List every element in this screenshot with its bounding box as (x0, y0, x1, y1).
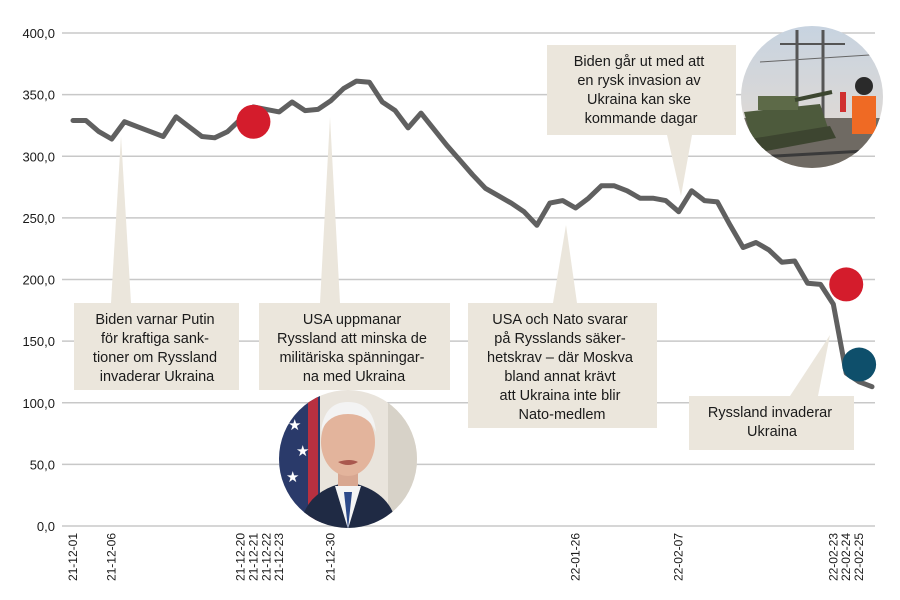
x-tick-label: 21-12-23 (272, 533, 286, 581)
x-tick-label: 21-12-22 (259, 533, 273, 581)
annotation-box (259, 303, 450, 390)
annotation-box (468, 303, 657, 428)
annotation-pointer (667, 135, 692, 196)
y-tick-label: 100,0 (22, 396, 55, 411)
x-tick-label: 22-02-23 (826, 533, 840, 581)
annotation-pointer (553, 225, 577, 303)
annotation-box (547, 45, 736, 135)
x-axis: 21-12-01 21-12-06 21-12-2021-12-2121-12-22… (66, 533, 866, 581)
event-marker (842, 347, 877, 382)
event-marker (236, 104, 271, 139)
annotation-pointer (320, 117, 340, 303)
y-axis: 0,0 50,0 100,0 150,0 200,0 250,0 300,0 350,0 400… (22, 26, 55, 534)
svg-text:★: ★ (286, 469, 299, 486)
annotation-box (689, 396, 854, 450)
x-tick-label: 21-12-21 (246, 533, 260, 581)
svg-text:★: ★ (288, 417, 301, 434)
series-line (70, 78, 875, 390)
annotation-text: Biden varnar Putin för kraftiga sank- ti… (93, 312, 221, 385)
y-tick-label: 0,0 (37, 519, 55, 534)
x-tick-label: 21-12-01 (66, 533, 80, 581)
x-tick-label: 21-12-30 (324, 533, 338, 581)
y-tick-label: 300,0 (22, 149, 55, 164)
annotation-pointer (790, 335, 830, 396)
biden-portrait: ★ ★ ★ (279, 390, 417, 528)
x-tick-label: 22-02-07 (672, 533, 686, 581)
y-tick-label: 150,0 (22, 334, 55, 349)
annotation-pointer (111, 136, 131, 303)
annotation-nato-responds: USA och Nato svarar på Rysslands säker- … (468, 225, 657, 428)
annotation-russia-invades: Ryssland invaderar Ukraina (689, 335, 854, 450)
annotation-usa-urges: USA uppmanar Ryssland att minska de mili… (259, 117, 450, 390)
x-tick-label: 21-12-20 (234, 533, 248, 581)
event-marker (829, 267, 864, 302)
x-tick-label: 21-12-06 (105, 533, 119, 581)
annotation-biden-warns: Biden varnar Putin för kraftiga sank- ti… (74, 136, 239, 390)
tank-photo (741, 26, 883, 168)
markers (236, 104, 877, 382)
annotation-text: Biden går ut med att en rysk invasion av… (574, 54, 709, 127)
y-tick-label: 50,0 (30, 457, 55, 472)
annotation-biden-invasion-warning: Biden går ut med att en rysk invasion av… (547, 45, 736, 196)
x-tick-label: 22-02-24 (839, 533, 853, 581)
y-tick-label: 200,0 (22, 273, 55, 288)
annotation-text: USA och Nato svarar på Rysslands säker- … (487, 312, 637, 423)
y-tick-label: 250,0 (22, 211, 55, 226)
x-tick-label: 22-02-25 (852, 533, 866, 581)
y-tick-label: 400,0 (22, 26, 55, 41)
annotation-box (74, 303, 239, 390)
x-tick-label: 22-01-26 (569, 533, 583, 581)
y-tick-label: 350,0 (22, 88, 55, 103)
annotation-text: USA uppmanar Ryssland att minska de mili… (277, 312, 431, 385)
annotations: Biden varnar Putin för kraftiga sank- ti… (74, 45, 854, 450)
svg-text:★: ★ (296, 443, 309, 460)
annotation-text: Ryssland invaderar Ukraina (708, 405, 836, 440)
